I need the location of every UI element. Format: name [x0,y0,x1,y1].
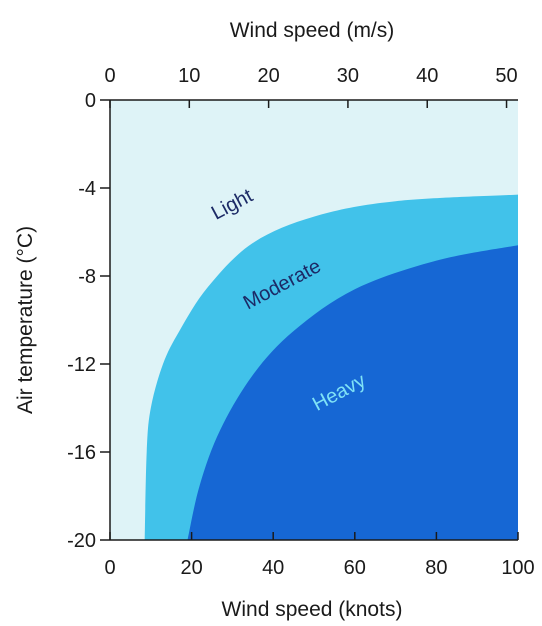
y-tick-label: 0 [85,90,96,112]
x-top-tick-label: 40 [416,65,438,87]
y-tick-label: -16 [67,442,96,464]
x-bottom-tick-label: 20 [180,557,202,579]
x-top-tick-label: 20 [257,65,279,87]
y-tick-label: -12 [67,354,96,376]
y-tick-label: -20 [67,530,96,552]
x-top-tick-label: 0 [104,65,115,87]
x-bottom-tick-label: 80 [425,557,447,579]
y-tick-label: -8 [78,266,96,288]
x-top-tick-label: 10 [178,65,200,87]
x-bottom-tick-label: 100 [501,557,534,579]
x-bottom-tick-label: 60 [344,557,366,579]
y-axis-title: Air temperature (°C) [14,226,37,414]
x-bottom-tick-label: 40 [262,557,284,579]
y-tick-label: -4 [78,178,96,200]
x-axis-top-title: Wind speed (m/s) [230,19,395,42]
x-axis-bottom-title: Wind speed (knots) [222,598,403,621]
region-heavy [187,245,518,540]
x-top-tick-label: 50 [495,65,517,87]
x-top-tick-label: 30 [337,65,359,87]
x-bottom-tick-label: 0 [104,557,115,579]
axes: 0 20 40 60 80 100 0 10 20 30 40 50 0 -4 -8 -12 -16 -20 [67,65,535,579]
